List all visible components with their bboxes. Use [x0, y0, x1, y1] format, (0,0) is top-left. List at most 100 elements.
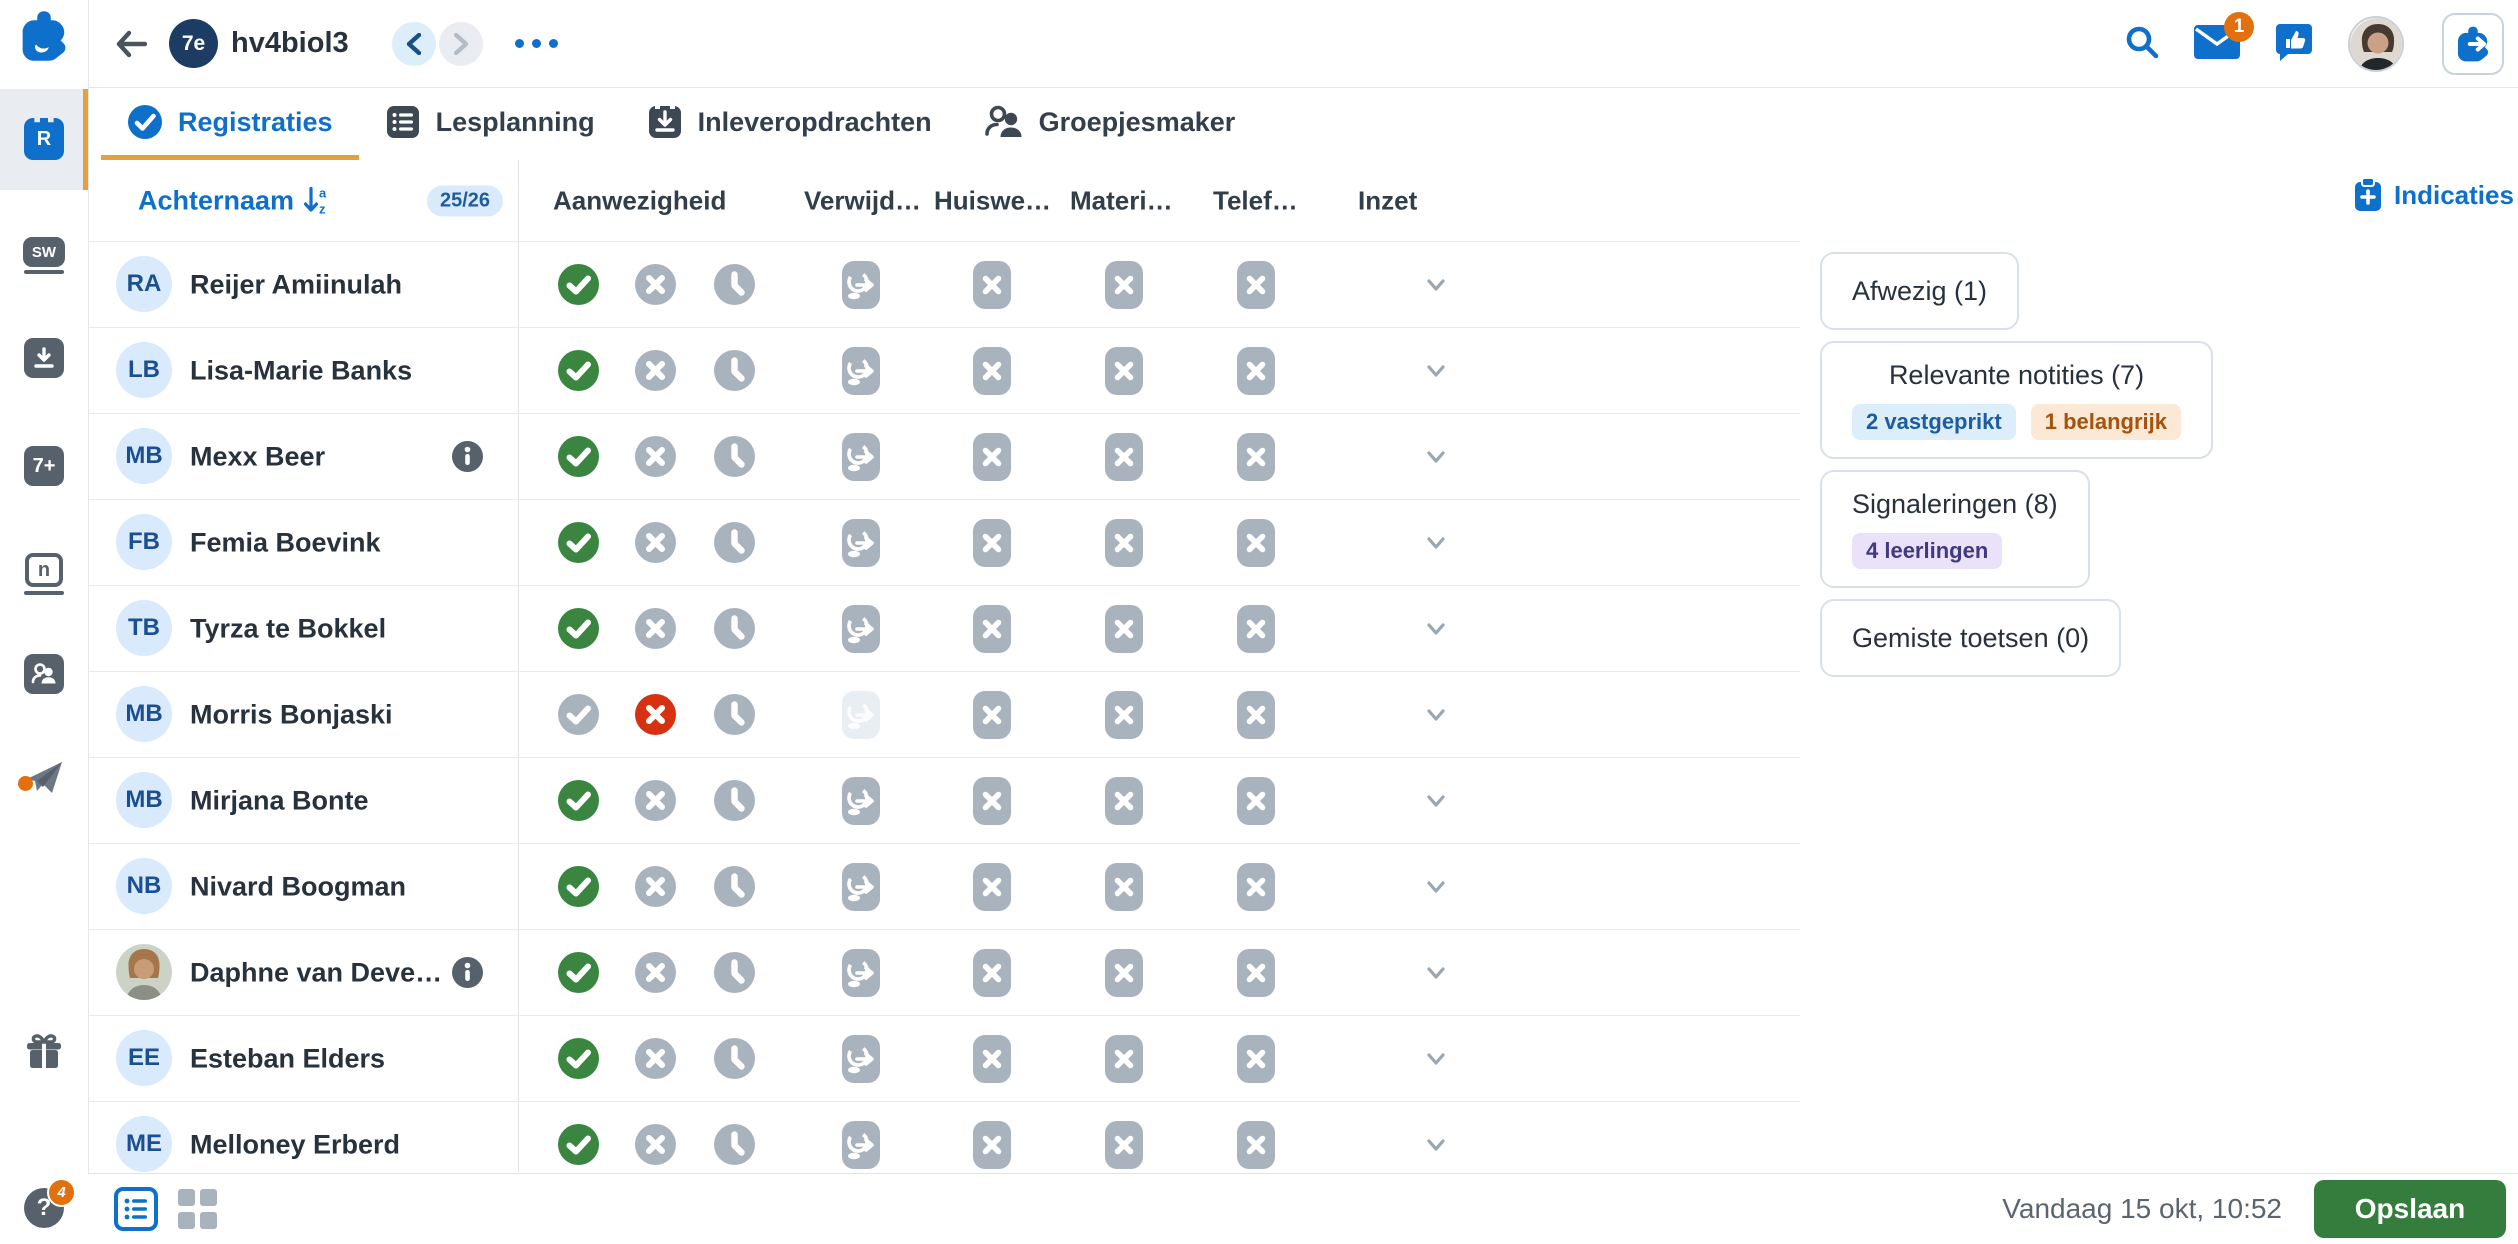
inzet-dropdown[interactable] — [1422, 873, 1450, 901]
present-button[interactable] — [558, 1038, 599, 1079]
removed-from-lesson-button[interactable] — [842, 777, 880, 825]
phone-button[interactable] — [1237, 1035, 1275, 1083]
inzet-dropdown[interactable] — [1422, 787, 1450, 815]
material-button[interactable] — [1105, 777, 1143, 825]
app-switch-button[interactable] — [2442, 12, 2504, 75]
late-button[interactable] — [714, 952, 755, 993]
phone-button[interactable] — [1237, 433, 1275, 481]
sidebar-item-inleveropdrachten[interactable] — [0, 328, 88, 388]
student-name[interactable]: Mirjana Bonte — [190, 785, 369, 815]
phone-button[interactable] — [1237, 605, 1275, 653]
sidebar-item-help[interactable]: ? 4 — [0, 1178, 88, 1238]
removed-from-lesson-button[interactable] — [842, 1035, 880, 1083]
homework-button[interactable] — [973, 1035, 1011, 1083]
material-button[interactable] — [1105, 519, 1143, 567]
present-button[interactable] — [558, 436, 599, 477]
material-button[interactable] — [1105, 347, 1143, 395]
tab-registraties[interactable]: Registraties — [101, 89, 359, 160]
absent-button[interactable] — [635, 608, 676, 649]
messages-button[interactable]: 1 — [2194, 12, 2254, 62]
homework-button[interactable] — [973, 1121, 1011, 1169]
student-name[interactable]: Mexx Beer — [190, 441, 326, 471]
removed-from-lesson-button[interactable] — [842, 863, 880, 911]
material-button[interactable] — [1105, 1121, 1143, 1169]
student-name[interactable]: Daphne van Deve… — [190, 957, 443, 987]
student-name[interactable]: Melloney Erberd — [190, 1129, 401, 1159]
student-row[interactable]: MB Mexx Beer — [88, 414, 1800, 500]
inzet-dropdown[interactable] — [1422, 615, 1450, 643]
homework-button[interactable] — [973, 261, 1011, 309]
material-button[interactable] — [1105, 691, 1143, 739]
absent-button[interactable] — [635, 1124, 676, 1165]
homework-button[interactable] — [973, 605, 1011, 653]
inzet-dropdown[interactable] — [1422, 1045, 1450, 1073]
present-button[interactable] — [558, 1124, 599, 1165]
late-button[interactable] — [714, 350, 755, 391]
student-name[interactable]: Femia Boevink — [190, 527, 381, 557]
sidebar-item-studiewijzer[interactable]: SW — [0, 222, 88, 282]
phone-button[interactable] — [1237, 261, 1275, 309]
homework-button[interactable] — [973, 347, 1011, 395]
student-row[interactable]: RA Reijer Amiinulah — [88, 242, 1800, 328]
student-row[interactable]: FB Femia Boevink — [88, 500, 1800, 586]
summary-card[interactable]: Signaleringen (8) 4 leerlingen — [1820, 470, 2090, 588]
save-button[interactable]: Opslaan — [2314, 1180, 2506, 1238]
homework-button[interactable] — [973, 777, 1011, 825]
sidebar-item-registraties[interactable]: R — [0, 109, 88, 169]
present-button[interactable] — [558, 694, 599, 735]
present-button[interactable] — [558, 522, 599, 563]
absent-button[interactable] — [635, 780, 676, 821]
phone-button[interactable] — [1237, 777, 1275, 825]
student-row[interactable]: MB Mirjana Bonte — [88, 758, 1800, 844]
summary-card[interactable]: Afwezig (1) — [1820, 252, 2020, 330]
late-button[interactable] — [714, 780, 755, 821]
removed-from-lesson-button[interactable] — [842, 347, 880, 395]
late-button[interactable] — [714, 264, 755, 305]
material-button[interactable] — [1105, 863, 1143, 911]
present-button[interactable] — [558, 952, 599, 993]
removed-from-lesson-button[interactable] — [842, 433, 880, 481]
next-lesson-button[interactable] — [438, 21, 483, 66]
homework-button[interactable] — [973, 863, 1011, 911]
sidebar-item-cadeau[interactable] — [0, 1025, 88, 1085]
inzet-dropdown[interactable] — [1422, 529, 1450, 557]
absent-button[interactable] — [635, 264, 676, 305]
removed-from-lesson-button[interactable] — [842, 519, 880, 567]
present-button[interactable] — [558, 350, 599, 391]
indicaties-toggle[interactable]: Indicaties — [2353, 178, 2514, 212]
absent-button[interactable] — [635, 350, 676, 391]
student-name[interactable]: Lisa-Marie Banks — [190, 355, 413, 385]
student-row[interactable]: MB Morris Bonjaski — [88, 672, 1800, 758]
sidebar-item-groepen[interactable] — [0, 644, 88, 704]
material-button[interactable] — [1105, 605, 1143, 653]
phone-button[interactable] — [1237, 949, 1275, 997]
student-row[interactable]: TB Tyrza te Bokkel — [88, 586, 1800, 672]
phone-button[interactable] — [1237, 519, 1275, 567]
feedback-button[interactable] — [2274, 22, 2314, 65]
tab-inleveropdrachten[interactable]: Inleveropdrachten — [621, 89, 958, 160]
late-button[interactable] — [714, 1124, 755, 1165]
student-name[interactable]: Tyrza te Bokkel — [190, 613, 387, 643]
phone-button[interactable] — [1237, 1121, 1275, 1169]
back-button[interactable] — [115, 30, 147, 58]
info-icon[interactable] — [452, 441, 483, 472]
student-row[interactable]: ME Melloney Erberd — [88, 1102, 1800, 1172]
late-button[interactable] — [714, 522, 755, 563]
sidebar-item-berichten[interactable] — [0, 748, 88, 808]
homework-button[interactable] — [973, 691, 1011, 739]
student-row[interactable]: EE Esteban Elders — [88, 1016, 1800, 1102]
tab-groepjesmaker[interactable]: Groepjesmaker — [958, 89, 1262, 160]
student-name[interactable]: Morris Bonjaski — [190, 699, 393, 729]
removed-from-lesson-button[interactable] — [842, 605, 880, 653]
inzet-dropdown[interactable] — [1422, 1131, 1450, 1159]
student-name[interactable]: Nivard Boogman — [190, 871, 407, 901]
somtoday-logo-icon[interactable] — [17, 9, 71, 63]
student-row[interactable]: LB Lisa-Marie Banks — [88, 328, 1800, 414]
phone-button[interactable] — [1237, 863, 1275, 911]
sidebar-item-notities[interactable]: n — [0, 540, 88, 600]
present-button[interactable] — [558, 866, 599, 907]
late-button[interactable] — [714, 694, 755, 735]
removed-from-lesson-button[interactable] — [842, 1121, 880, 1169]
inzet-dropdown[interactable] — [1422, 959, 1450, 987]
